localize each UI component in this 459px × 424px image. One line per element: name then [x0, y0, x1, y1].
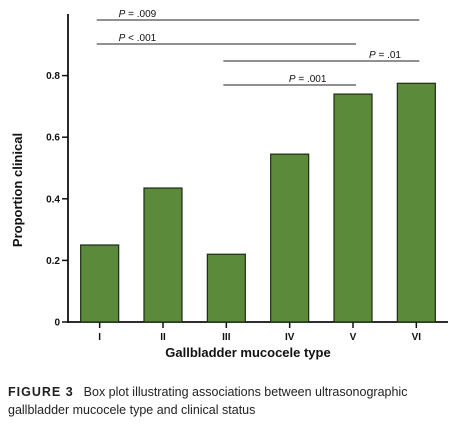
significance-label: P = .01: [369, 50, 401, 61]
figure-caption-text: Box plot illustrating associations betwe…: [8, 385, 408, 417]
y-tick-label: 0.6: [46, 133, 60, 144]
x-tick-label: III: [222, 332, 231, 343]
bar-VI: [396, 82, 436, 323]
x-tick-label: II: [160, 332, 166, 343]
significance-label: P = .001: [289, 74, 327, 85]
bar-V: [333, 93, 373, 323]
bar-III: [206, 253, 246, 323]
chart-axes: 00.20.40.60.8I II III IV V VI: [46, 14, 448, 343]
bar-I: [80, 244, 120, 323]
x-tick-label: VI: [412, 332, 422, 343]
figure-label: FIGURE 3: [8, 385, 74, 399]
x-tick-label: V: [350, 332, 357, 343]
y-axis-title: Proportion clinical: [10, 133, 25, 247]
significance-label: P < .001: [119, 33, 157, 44]
figure-caption: FIGURE 3 Box plot illustrating associatio…: [8, 383, 453, 419]
y-tick-label: 0.4: [46, 194, 60, 205]
bar-IV: [270, 153, 310, 323]
x-tick-label: I: [98, 332, 101, 343]
significance-label: P = .009: [119, 9, 157, 20]
chart-bars: [80, 82, 436, 323]
significance-brackets: P = .009 P < .001 P = .01 P = .001: [96, 9, 420, 86]
x-tick-label: IV: [285, 332, 295, 343]
y-tick-label: 0.8: [46, 71, 60, 82]
x-axis-title: Gallbladder mucocele type: [165, 345, 330, 360]
y-tick-label: 0: [54, 318, 60, 329]
bar-II: [143, 187, 183, 323]
y-tick-label: 0.2: [46, 256, 60, 267]
